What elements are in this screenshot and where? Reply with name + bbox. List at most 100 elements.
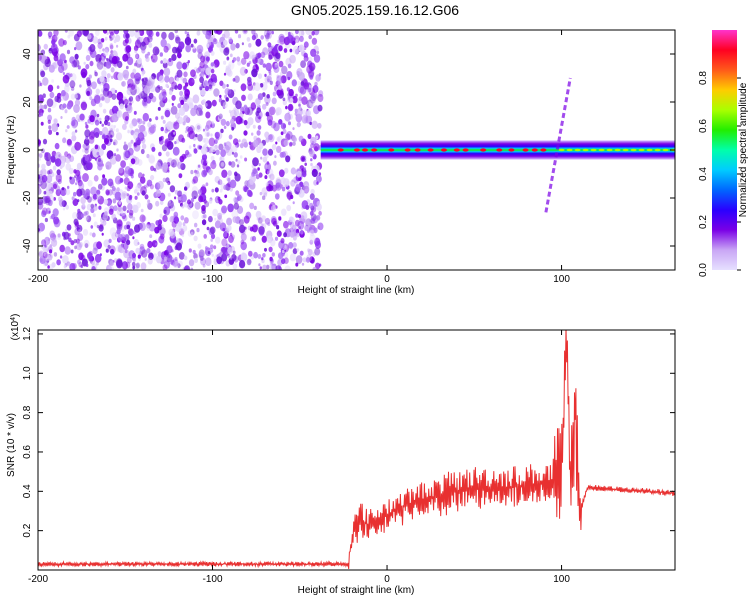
snr-x-ticks: -200 -100 0 100: [28, 330, 570, 585]
noise-speck: [168, 99, 171, 103]
carrier-hotspot: [480, 148, 487, 152]
noise-speck: [257, 217, 263, 224]
y-tick-label: 1.0: [22, 366, 33, 380]
noise-speck: [87, 34, 92, 40]
noise-speck: [38, 228, 41, 232]
noise-speck: [190, 169, 194, 175]
noise-speck: [199, 86, 203, 91]
noise-speck: [228, 161, 232, 166]
noise-speck: [218, 179, 223, 186]
noise-speck: [192, 210, 199, 220]
noise-speck: [111, 56, 118, 65]
noise-speck: [52, 61, 58, 69]
noise-speck: [309, 256, 315, 264]
noise-speck: [89, 60, 94, 67]
noise-speck: [231, 151, 235, 155]
noise-speck: [317, 93, 324, 103]
noise-speck: [51, 79, 54, 83]
noise-speck: [141, 47, 146, 54]
snr-series-line: [38, 330, 675, 570]
noise-speck: [47, 119, 51, 125]
noise-speck: [298, 96, 303, 102]
noise-speck: [200, 146, 208, 155]
noise-speck: [289, 54, 296, 64]
noise-speck: [249, 202, 255, 210]
noise-speck: [275, 141, 278, 145]
noise-speck: [104, 95, 111, 104]
noise-speck: [193, 143, 196, 148]
noise-speck: [150, 55, 153, 59]
noise-speck: [41, 174, 48, 183]
noise-speck: [233, 138, 239, 146]
noise-speck: [269, 256, 273, 262]
noise-speck: [227, 170, 232, 177]
noise-speck: [77, 199, 80, 203]
noise-speck: [158, 92, 166, 102]
noise-speck: [88, 256, 93, 262]
noise-speck: [155, 86, 161, 93]
noise-speck: [257, 254, 262, 259]
noise-speck: [48, 35, 51, 39]
noise-speck: [198, 145, 202, 150]
noise-speck: [99, 121, 102, 124]
noise-speck: [271, 97, 277, 105]
noise-speck: [159, 200, 164, 206]
noise-speck: [147, 257, 153, 265]
noise-speck: [149, 39, 152, 42]
noise-speck: [212, 159, 216, 165]
noise-speck: [129, 30, 135, 37]
noise-speck: [240, 241, 247, 251]
noise-speck: [125, 116, 129, 122]
noise-speck: [318, 90, 324, 97]
noise-speck: [91, 266, 96, 270]
noise-speck: [252, 124, 256, 129]
noise-speck: [168, 200, 172, 204]
noise-speck: [122, 39, 128, 47]
noise-speck: [156, 255, 162, 264]
noise-speck: [208, 199, 213, 204]
noise-speck: [65, 155, 71, 164]
noise-speck: [276, 145, 282, 153]
noise-speck: [72, 198, 79, 206]
noise-speck: [318, 210, 322, 216]
noise-speck: [235, 42, 240, 49]
noise-speck: [309, 100, 315, 108]
noise-speck: [209, 248, 214, 253]
noise-speck: [92, 148, 100, 158]
noise-speck: [160, 38, 167, 48]
noise-speck: [251, 132, 254, 136]
noise-speck: [305, 115, 313, 124]
noise-speck: [214, 65, 217, 69]
noise-speck: [205, 56, 210, 62]
noise-speck: [54, 34, 59, 40]
noise-speck: [81, 148, 85, 153]
noise-speck: [270, 204, 277, 213]
noise-speck: [289, 141, 293, 146]
noise-speck: [297, 81, 301, 86]
noise-speck: [51, 123, 59, 133]
noise-speck: [243, 30, 249, 35]
noise-speck: [41, 148, 45, 154]
noise-speck: [264, 162, 272, 172]
noise-speck: [270, 262, 273, 266]
noise-speck: [218, 113, 223, 120]
noise-speck: [83, 138, 90, 146]
noise-speck: [241, 94, 246, 102]
noise-speck: [116, 206, 124, 216]
noise-speck: [115, 128, 119, 133]
noise-speck: [182, 77, 188, 84]
noise-speck: [300, 60, 306, 68]
noise-speck: [265, 62, 272, 72]
noise-speck: [215, 149, 220, 156]
noise-speck: [77, 179, 83, 187]
noise-speck: [96, 224, 100, 229]
noise-speck: [94, 71, 98, 77]
noise-speck: [234, 171, 238, 177]
noise-speck: [188, 259, 195, 267]
spectrogram-x-axis-label: Height of straight line (km): [298, 285, 415, 296]
noise-speck: [120, 225, 126, 232]
noise-speck: [145, 224, 151, 231]
noise-speck: [64, 151, 69, 158]
noise-speck: [126, 193, 129, 197]
